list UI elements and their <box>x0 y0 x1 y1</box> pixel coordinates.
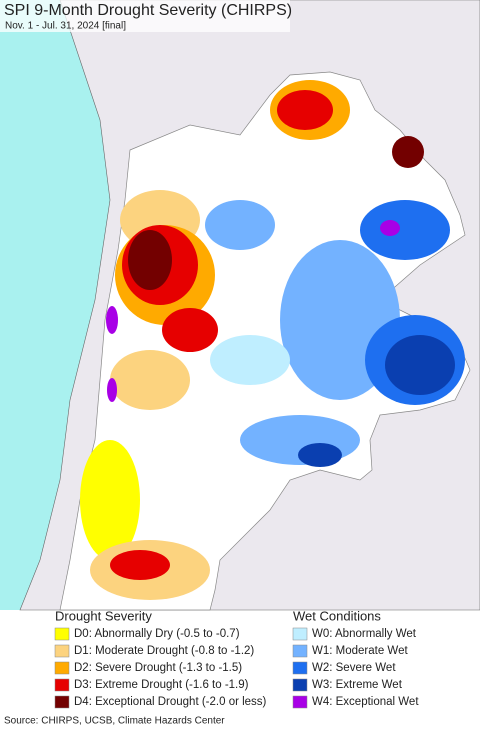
legend-label: D3: Extreme Drought (-1.6 to -1.9) <box>74 679 249 691</box>
legend: D0: Abnormally Dry (-0.5 to -0.7) D1: Mod… <box>54 627 419 709</box>
legend-label: W4: Exceptional Wet <box>312 696 419 708</box>
area <box>162 308 218 352</box>
area <box>298 443 342 467</box>
area <box>392 136 424 168</box>
legend-label: W3: Extreme Wet <box>312 679 403 691</box>
area <box>110 350 190 410</box>
legend-swatch <box>54 644 70 658</box>
legend-label: W2: Severe Wet <box>312 662 396 674</box>
area <box>110 550 170 580</box>
legend-label: D2: Severe Drought (-1.3 to -1.5) <box>74 662 242 674</box>
area <box>80 440 140 560</box>
map <box>0 0 480 611</box>
legend-title: Wet Conditions <box>293 608 381 623</box>
legend-label: D0: Abnormally Dry (-0.5 to -0.7) <box>74 628 240 640</box>
source: Source: CHIRPS, UCSB, Climate Hazards Ce… <box>4 716 225 727</box>
legend-swatch <box>54 678 70 692</box>
area <box>107 378 117 402</box>
legend-swatch <box>54 627 70 641</box>
area <box>277 90 333 130</box>
legend-swatch <box>292 678 308 692</box>
anomaly-areas <box>80 80 465 600</box>
area <box>380 220 400 236</box>
legend-swatch <box>292 661 308 675</box>
area <box>128 230 172 290</box>
legend-label: W1: Moderate Wet <box>312 645 408 657</box>
area <box>385 335 455 395</box>
area <box>360 200 450 260</box>
title-backdrop <box>0 0 290 32</box>
legend-swatch <box>292 627 308 641</box>
legend-title: Drought Severity <box>55 608 152 623</box>
legend-swatch <box>54 695 70 709</box>
area <box>210 335 290 385</box>
area <box>205 200 275 250</box>
legend-label: W0: Abnormally Wet <box>312 628 417 640</box>
legend-swatch <box>292 644 308 658</box>
legend-label: D4: Exceptional Drought (-2.0 or less) <box>74 696 267 708</box>
legend-label: D1: Moderate Drought (-0.8 to -1.2) <box>74 645 254 657</box>
title: SPI 9-Month Drought Severity (CHIRPS) <box>4 2 292 19</box>
legend-swatch <box>292 695 308 709</box>
subtitle: Nov. 1 - Jul. 31, 2024 [final] <box>5 21 126 32</box>
legend-swatch <box>54 661 70 675</box>
area <box>106 306 118 334</box>
